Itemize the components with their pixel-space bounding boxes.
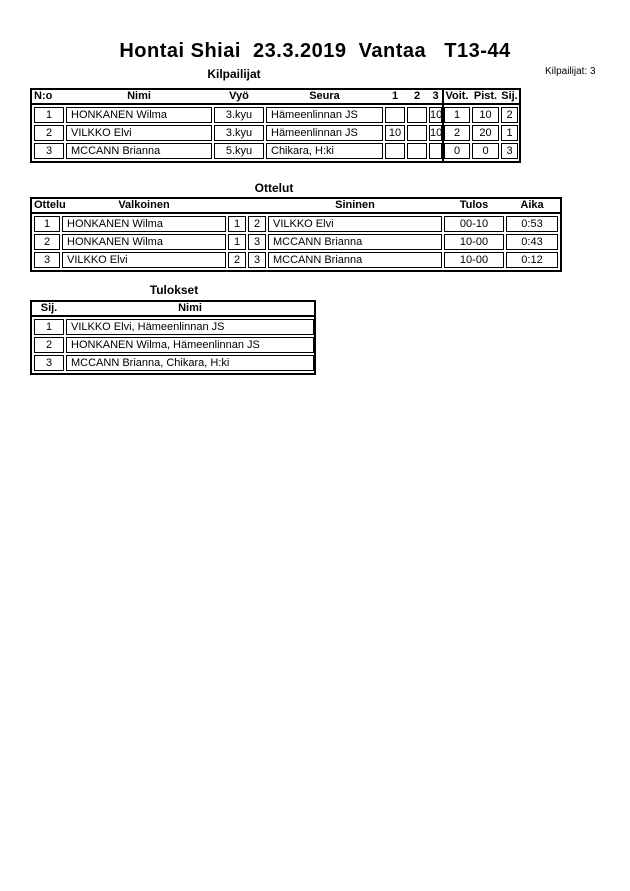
- competitors-body: 1 HONKANEN Wilma 3.kyu Hämeenlinnan JS 1…: [32, 105, 519, 161]
- results-header-row: Sij. Nimi: [32, 302, 314, 317]
- cell-points: 20: [472, 125, 499, 141]
- header-cell-r2: 2: [413, 90, 421, 102]
- cell-round-3: 10: [429, 125, 442, 141]
- header-cell-club: Seura: [309, 90, 340, 102]
- cell-round-2: [407, 107, 427, 123]
- cell-belt: 5.kyu: [214, 143, 264, 159]
- matches-table: Ottelu Valkoinen Sininen Tulos Aika 1 HO…: [30, 197, 562, 272]
- header-cell-r3: 3: [432, 90, 439, 102]
- cell-rank: 2: [34, 337, 64, 353]
- table-row: 1 HONKANEN Wilma 3.kyu Hämeenlinnan JS 1…: [34, 107, 518, 123]
- cell-round-1: [385, 143, 405, 159]
- cell-no: 2: [34, 125, 64, 141]
- cell-match-no: 3: [34, 252, 60, 268]
- section-heading-competitors: Kilpailijat: [207, 67, 261, 81]
- header-cell-white: Valkoinen: [118, 199, 170, 211]
- cell-place: 1: [501, 125, 518, 141]
- cell-club: Hämeenlinnan JS: [266, 107, 383, 123]
- header-cell-time: Aika: [520, 199, 544, 211]
- cell-club: Hämeenlinnan JS: [266, 125, 383, 141]
- competitors-table: N:o Nimi Vyö Seura 1 2 3 Voit. Pist. Sij…: [30, 88, 521, 163]
- cell-wins: 1: [444, 107, 470, 123]
- header-cell-name: Nimi: [127, 90, 151, 102]
- table-row: 3 MCCANN Brianna, Chikara, H:ki: [34, 355, 314, 371]
- cell-time: 0:53: [506, 216, 558, 232]
- header-cell-points: Pist.: [473, 90, 498, 102]
- cell-match-no: 2: [34, 234, 60, 250]
- table-row: 3 VILKKO Elvi 2 3 MCCANN Brianna 10-00 0…: [34, 252, 558, 268]
- cell-round-1: 10: [385, 125, 405, 141]
- cell-white-no: 1: [228, 216, 246, 232]
- score-section-divider: [442, 90, 444, 161]
- results-table: Sij. Nimi 1 VILKKO Elvi, Hämeenlinnan JS…: [30, 300, 316, 375]
- table-row: 1 HONKANEN Wilma 1 2 VILKKO Elvi 00-10 0…: [34, 216, 558, 232]
- cell-round-2: [407, 143, 427, 159]
- header-cell-result-name: Nimi: [178, 302, 202, 314]
- header-cell-result: Tulos: [459, 199, 489, 211]
- cell-blue-name: MCCANN Brianna: [268, 252, 442, 268]
- cell-result-name: VILKKO Elvi, Hämeenlinnan JS: [66, 319, 314, 335]
- cell-white-name: VILKKO Elvi: [62, 252, 226, 268]
- header-cell-rank: Sij.: [40, 302, 58, 314]
- cell-points: 0: [472, 143, 499, 159]
- cell-round-2: [407, 125, 427, 141]
- cell-white-name: HONKANEN Wilma: [62, 234, 226, 250]
- cell-blue-name: MCCANN Brianna: [268, 234, 442, 250]
- cell-white-name: HONKANEN Wilma: [62, 216, 226, 232]
- cell-round-1: [385, 107, 405, 123]
- cell-belt: 3.kyu: [214, 125, 264, 141]
- header-cell-blue: Sininen: [335, 199, 375, 211]
- cell-no: 3: [34, 143, 64, 159]
- cell-blue-no: 2: [248, 216, 266, 232]
- cell-white-no: 2: [228, 252, 246, 268]
- cell-name: VILKKO Elvi: [66, 125, 212, 141]
- header-cell-no: N:o: [34, 90, 53, 102]
- cell-no: 1: [34, 107, 64, 123]
- matches-body: 1 HONKANEN Wilma 1 2 VILKKO Elvi 00-10 0…: [32, 214, 560, 270]
- cell-belt: 3.kyu: [214, 107, 264, 123]
- cell-wins: 0: [444, 143, 470, 159]
- cell-rank: 1: [34, 319, 64, 335]
- cell-points: 10: [472, 107, 499, 123]
- cell-name: MCCANN Brianna: [66, 143, 212, 159]
- cell-result-name: MCCANN Brianna, Chikara, H:ki: [66, 355, 314, 371]
- table-row: 1 VILKKO Elvi, Hämeenlinnan JS: [34, 319, 314, 335]
- cell-result-name: HONKANEN Wilma, Hämeenlinnan JS: [66, 337, 314, 353]
- cell-result: 10-00: [444, 252, 504, 268]
- header-cell-belt: Vyö: [229, 90, 249, 102]
- table-row: 2 HONKANEN Wilma, Hämeenlinnan JS: [34, 337, 314, 353]
- cell-result: 00-10: [444, 216, 504, 232]
- cell-time: 0:12: [506, 252, 558, 268]
- cell-blue-no: 3: [248, 234, 266, 250]
- table-row: 2 HONKANEN Wilma 1 3 MCCANN Brianna 10-0…: [34, 234, 558, 250]
- table-row: 2 VILKKO Elvi 3.kyu Hämeenlinnan JS 10 1…: [34, 125, 518, 141]
- section-heading-results: Tulokset: [149, 283, 199, 297]
- page-title: Hontai Shiai 23.3.2019 Vantaa T13-44: [119, 40, 511, 62]
- results-body: 1 VILKKO Elvi, Hämeenlinnan JS 2 HONKANE…: [32, 317, 314, 373]
- table-row: 3 MCCANN Brianna 5.kyu Chikara, H:ki 0 0…: [34, 143, 518, 159]
- cell-wins: 2: [444, 125, 470, 141]
- cell-rank: 3: [34, 355, 64, 371]
- cell-time: 0:43: [506, 234, 558, 250]
- cell-club: Chikara, H:ki: [266, 143, 383, 159]
- cell-blue-no: 3: [248, 252, 266, 268]
- competitors-count: Kilpailijat: 3: [545, 66, 596, 77]
- competitors-header-row: N:o Nimi Vyö Seura 1 2 3 Voit. Pist. Sij…: [32, 90, 519, 105]
- header-cell-r1: 1: [391, 90, 399, 102]
- header-cell-match-no: Ottelu: [34, 199, 66, 211]
- header-cell-place: Sij.: [501, 90, 518, 102]
- section-heading-matches: Ottelut: [254, 181, 294, 195]
- cell-place: 2: [501, 107, 518, 123]
- cell-white-no: 1: [228, 234, 246, 250]
- cell-blue-name: VILKKO Elvi: [268, 216, 442, 232]
- cell-place: 3: [501, 143, 518, 159]
- cell-name: HONKANEN Wilma: [66, 107, 212, 123]
- header-cell-wins: Voit.: [445, 90, 469, 102]
- cell-round-3: 10: [429, 107, 442, 123]
- cell-match-no: 1: [34, 216, 60, 232]
- matches-header-row: Ottelu Valkoinen Sininen Tulos Aika: [32, 199, 560, 214]
- cell-round-3: [429, 143, 442, 159]
- cell-result: 10-00: [444, 234, 504, 250]
